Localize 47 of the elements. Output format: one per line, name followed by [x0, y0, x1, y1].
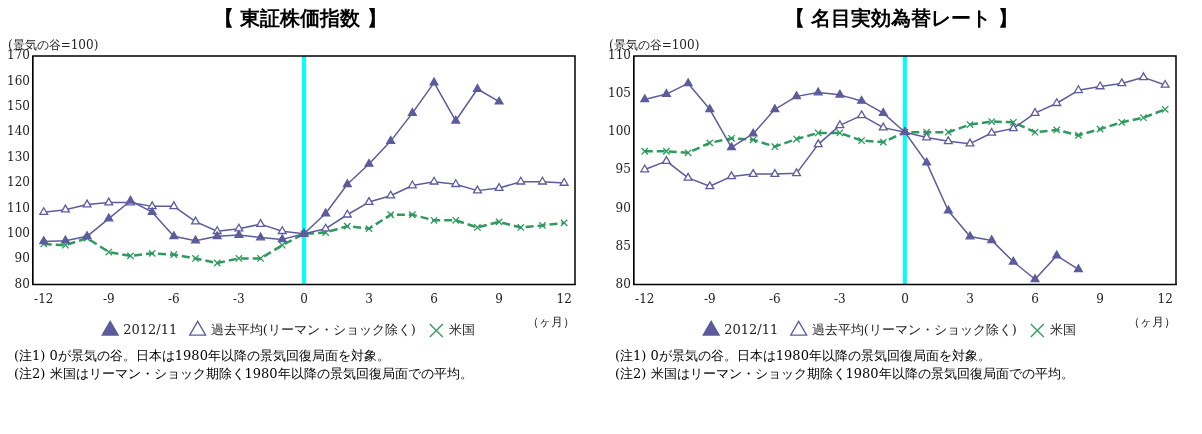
text: (注1) 0が景気の谷。日本は1980年以降の景気回復局面を対象。: [14, 347, 391, 365]
legend-label: 2012/11: [724, 321, 779, 337]
x-tick-label: 6: [1031, 291, 1039, 306]
text: (注2) 米国はリーマン・ショック期除く1980年以降の景気回復局面での平均。: [615, 365, 1075, 383]
legend-label: 2012/11: [123, 321, 178, 337]
x-tick-label: -3: [233, 291, 245, 306]
x-tick-label: -6: [769, 291, 781, 306]
y-tick-label: 160: [7, 73, 30, 88]
y-tick-label: 130: [7, 149, 30, 164]
chart-title: 【 名目実効為替レート 】: [783, 5, 1020, 32]
text: (注2) 米国はリーマン・ショック期除く1980年以降の景気回復局面での平均。: [14, 365, 474, 383]
x-axis-title: （ヶ月）: [527, 314, 575, 329]
x-tick-label: 9: [1096, 291, 1104, 306]
x-tick-label: 3: [966, 291, 974, 306]
x-tick-label: 6: [430, 291, 438, 306]
y-tick-label: 90: [14, 251, 30, 266]
x-tick-label: -12: [635, 291, 655, 306]
y-tick-label: 110: [7, 200, 30, 215]
x-tick-label: 12: [1157, 291, 1173, 306]
y-tick-label: 100: [608, 124, 631, 139]
legend-label: 米国: [1050, 321, 1077, 337]
y-tick-label: 150: [7, 98, 30, 113]
y-tick-label: 140: [7, 124, 30, 139]
legend-label: 過去平均(リーマン・ショック除く): [811, 321, 1017, 337]
legend-label: 過去平均(リーマン・ショック除く): [210, 321, 416, 337]
x-tick-label: -12: [34, 291, 54, 306]
y-tick-label: 100: [7, 225, 30, 240]
x-tick-label: -9: [703, 291, 716, 306]
y-tick-label: 105: [608, 86, 631, 101]
x-tick-label: 12: [556, 291, 572, 306]
y-tick-label: 80: [615, 276, 631, 291]
legend-label: 米国: [449, 321, 476, 337]
y-tick-label: 90: [615, 200, 631, 215]
y-tick-label: 85: [615, 238, 631, 253]
y-tick-label: 80: [14, 276, 30, 291]
x-tick-label: -6: [168, 291, 180, 306]
x-tick-label: -3: [834, 291, 846, 306]
x-tick-label: -9: [102, 291, 115, 306]
x-tick-label: 9: [495, 291, 503, 306]
x-tick-label: 0: [901, 291, 909, 306]
y-tick-label: 95: [615, 162, 631, 177]
y-tick-label: 120: [7, 175, 30, 190]
chart-title: 【 東証株価指数 】: [212, 5, 389, 32]
x-tick-label: 3: [365, 291, 373, 306]
text: (注1) 0が景気の谷。日本は1980年以降の景気回復局面を対象。: [615, 347, 992, 365]
x-tick-label: 0: [300, 291, 308, 306]
x-axis-title: （ヶ月）: [1128, 314, 1176, 329]
